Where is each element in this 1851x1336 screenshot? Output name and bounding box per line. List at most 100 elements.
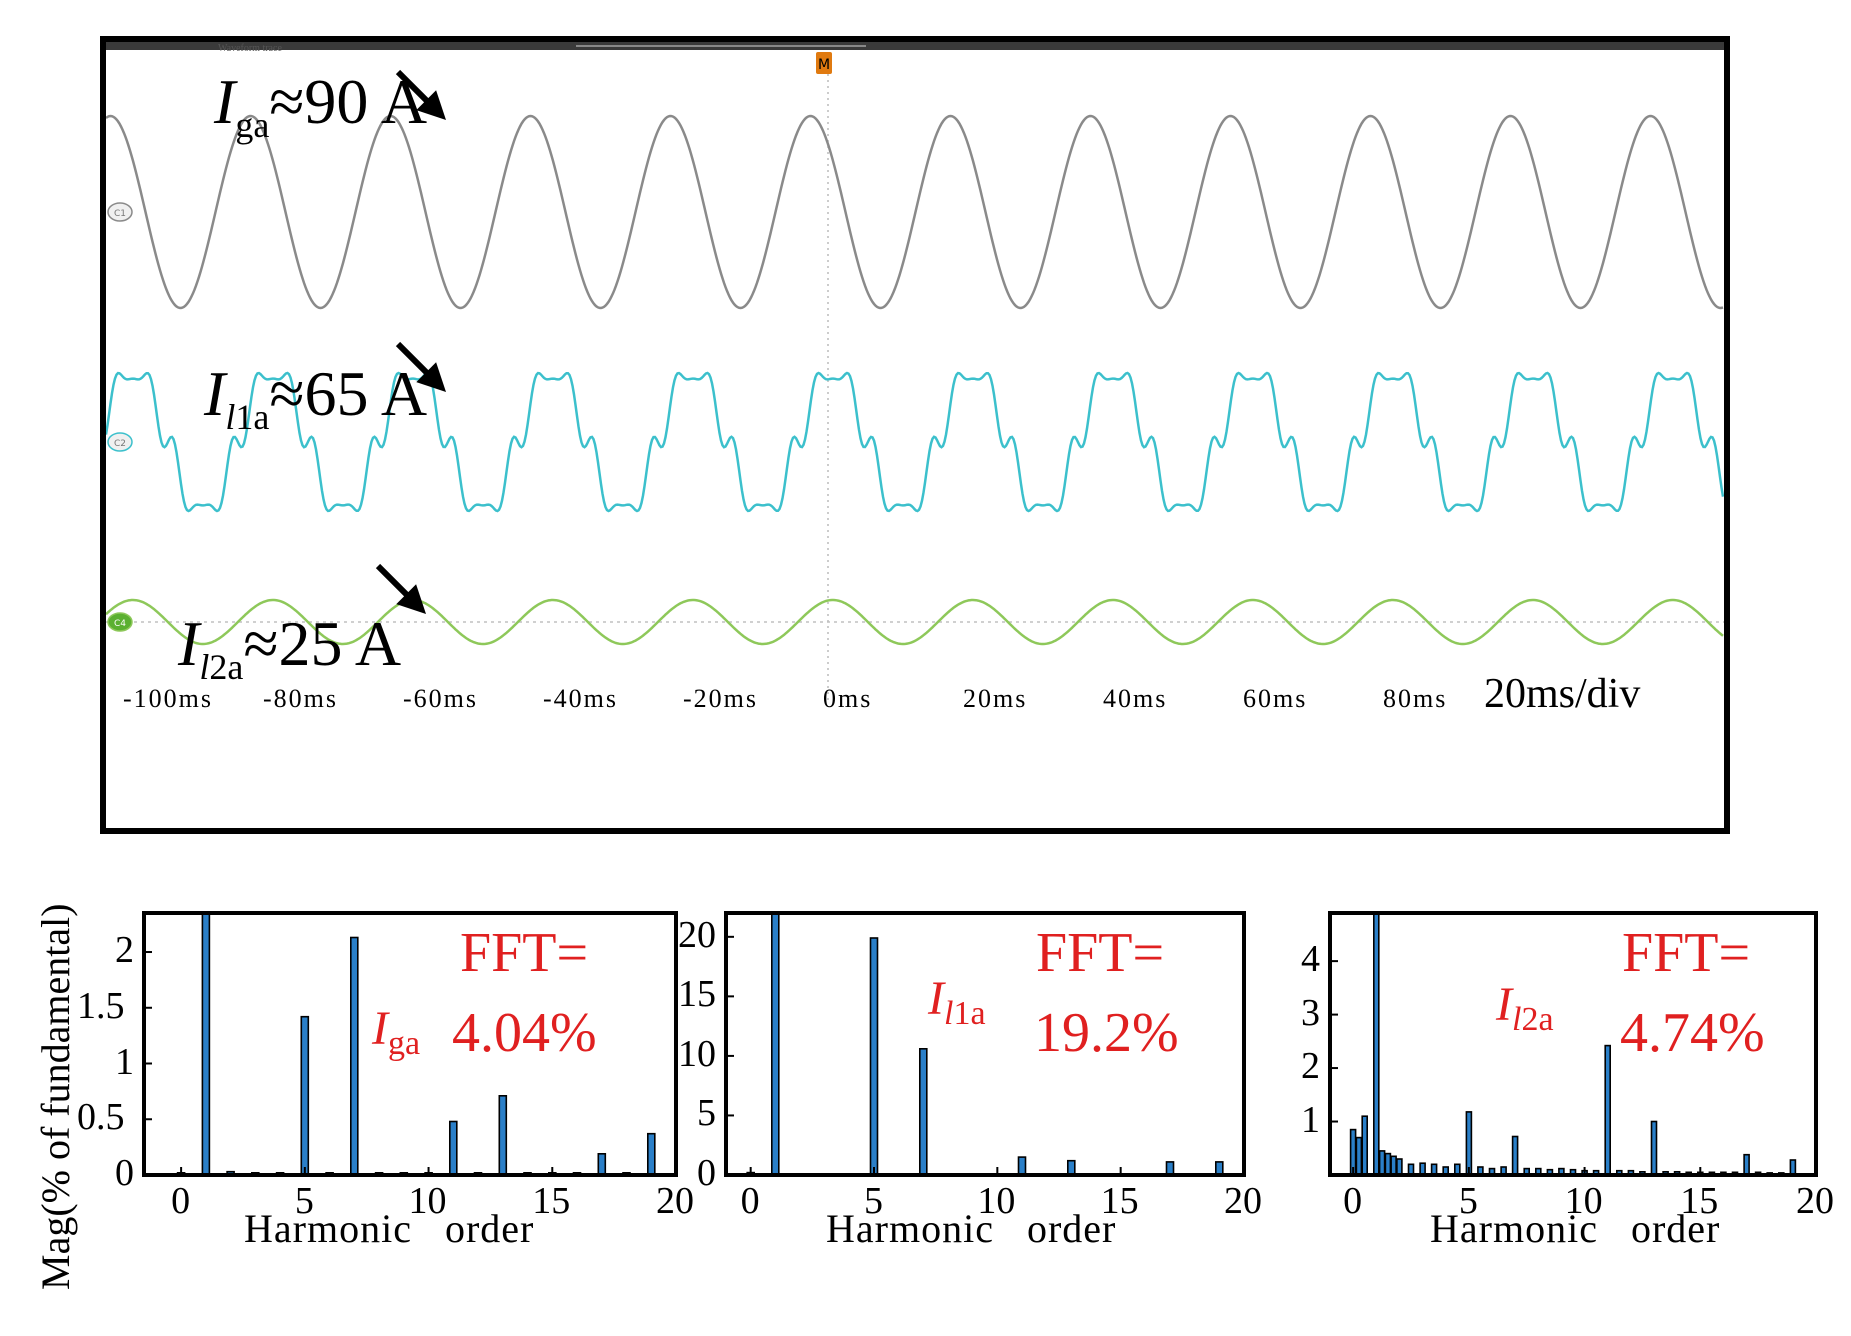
fft-plot-1: [724, 911, 1246, 1177]
x-tick-label: 20: [1224, 1180, 1262, 1222]
y-tick-label: 1: [1301, 1098, 1320, 1141]
il1a-subscript-italic: l: [225, 397, 236, 437]
time-tick-label: -60ms: [403, 684, 478, 713]
fft-label: FFT=: [1036, 922, 1165, 984]
il1a-value: ≈65 A: [269, 358, 428, 429]
il2a-subscript-italic: l: [199, 647, 210, 687]
fft-bar: [869, 937, 879, 1176]
y-tick-label: 20: [678, 913, 716, 956]
iga-annotation: Iga≈90 A: [214, 70, 427, 145]
fft-panel-iga: 0 5 10 15 20 0 0.5 1 1.5 2 Harmonic order FFT= 4.04%…: [0, 905, 700, 1251]
x-tick-label: 5: [864, 1180, 883, 1222]
il1a-subscript: 1a: [235, 397, 270, 437]
time-tick-label: -20ms: [683, 684, 758, 713]
fft-label: FFT=: [460, 922, 589, 984]
channel-marker-label: C2: [114, 439, 126, 449]
fft-bar: [498, 1095, 508, 1176]
fft-bar: [1743, 1153, 1750, 1176]
fft-bar: [1378, 1150, 1386, 1176]
fft-bar: [1396, 1158, 1403, 1176]
fft-bar: [918, 1048, 928, 1176]
x-tick-label: 10: [977, 1180, 1016, 1222]
channel-marker-label: C1: [114, 209, 126, 219]
trigger-marker-icon: [816, 52, 832, 74]
x-tick-label: 20: [656, 1180, 694, 1222]
fft-frame: [1328, 911, 1818, 1177]
il2a-value: ≈25 A: [243, 608, 402, 679]
fft-bar: [1384, 1152, 1392, 1176]
current-subscript: ga: [387, 1025, 421, 1062]
iga-subscript: ga: [235, 105, 270, 145]
x-tick-label: 10: [408, 1180, 447, 1222]
annotation-arrowhead-1: [416, 362, 446, 392]
thd-value: 4.04%: [452, 1002, 597, 1064]
fft-bar: [349, 936, 359, 1176]
x-axis-label: Harmonic order: [826, 1206, 1117, 1251]
x-tick-label: 0: [740, 1180, 760, 1222]
current-subscript: l2a: [1511, 1001, 1554, 1038]
current-symbol: I: [372, 1002, 388, 1055]
current-label: Il1a: [928, 971, 986, 1033]
current-label: Il2a: [1496, 977, 1554, 1039]
trigger-marker-label: M: [818, 57, 830, 73]
x-tick-label: 15: [532, 1180, 571, 1222]
il2a-annotation: Il2a≈25 A: [178, 612, 401, 687]
fft-bar: [300, 1015, 310, 1176]
fft-bar: [1789, 1159, 1797, 1176]
il2a-symbol: I: [178, 608, 200, 679]
time-tick-label: 80ms: [1383, 684, 1448, 713]
fft-bar: [597, 1153, 607, 1176]
current-label: Iga: [372, 1001, 420, 1063]
fft-panel-il2a: 0 5 10 15 20 1 2 3 4 Harmonic order FFT= 4.74% Il2a: [1250, 905, 1851, 1251]
x-tick-label: 5: [1458, 1180, 1478, 1222]
il1a-annotation: Il1a≈65 A: [204, 362, 427, 437]
y-tick-label: 1: [115, 1040, 134, 1083]
fft-label: FFT=: [1622, 922, 1751, 984]
current-subscript: l1a: [943, 995, 986, 1032]
il2a-subscript: 2a: [209, 647, 244, 687]
fft-frame: [142, 911, 678, 1177]
fft-bar: [771, 912, 780, 1176]
thd-value: 19.2%: [1034, 1002, 1179, 1064]
y-tick-label: 5: [697, 1092, 716, 1135]
fft-plot-2: [1328, 911, 1818, 1177]
fft-bar: [1604, 1044, 1612, 1176]
scope-header: Waveform trace: [218, 43, 282, 54]
fft-bar: [1355, 1136, 1363, 1176]
channel-marker-C2: [107, 432, 133, 452]
y-tick-label: 10: [678, 1032, 716, 1075]
y-tick-label: 1.5: [77, 984, 125, 1027]
time-div-label: 20ms/div: [1484, 671, 1641, 717]
fft-plot-0: [142, 911, 678, 1177]
current-symbol: I: [1496, 978, 1512, 1031]
annotation-arrowhead-2: [396, 584, 426, 614]
x-tick-label: 0: [171, 1180, 191, 1222]
fft-bar: [448, 1120, 458, 1176]
fft-bar: [1373, 912, 1380, 1176]
x-tick-label: 10: [1564, 1180, 1603, 1222]
time-tick-label: 60ms: [1243, 684, 1308, 713]
y-tick-label: 0: [697, 1152, 716, 1194]
iga-symbol: I: [214, 66, 236, 137]
current-symbol: I: [928, 972, 944, 1025]
y-tick-label: 3: [1301, 991, 1320, 1034]
y-tick-label: 15: [678, 973, 716, 1016]
x-axis-label: Harmonic order: [244, 1206, 535, 1251]
time-tick-label: -100ms: [123, 684, 213, 713]
x-axis-label: Harmonic order: [1430, 1206, 1721, 1251]
x-tick-label: 15: [1100, 1180, 1139, 1222]
annotation-arrowhead-0: [416, 90, 446, 120]
channel-marker-C4: [107, 612, 133, 632]
iga-value: ≈90 A: [269, 66, 428, 137]
channel-marker-C1: [107, 202, 133, 222]
fft-bar: [1465, 1111, 1473, 1176]
time-tick-label: 20ms: [963, 684, 1028, 713]
fft-bar: [201, 912, 211, 1176]
oscilloscope-panel: M C1 C2 C4 Waveform trace Iga≈90 A Il1a≈65 …: [100, 36, 1730, 834]
y-tick-label: 0: [115, 1152, 134, 1194]
fft-bar: [1390, 1155, 1397, 1176]
oscilloscope-trace-area: M C1 C2 C4: [106, 42, 1724, 702]
y-tick-label: 2: [1301, 1045, 1320, 1088]
fft-bar: [1066, 1159, 1076, 1176]
thd-value: 4.74%: [1620, 1002, 1765, 1064]
